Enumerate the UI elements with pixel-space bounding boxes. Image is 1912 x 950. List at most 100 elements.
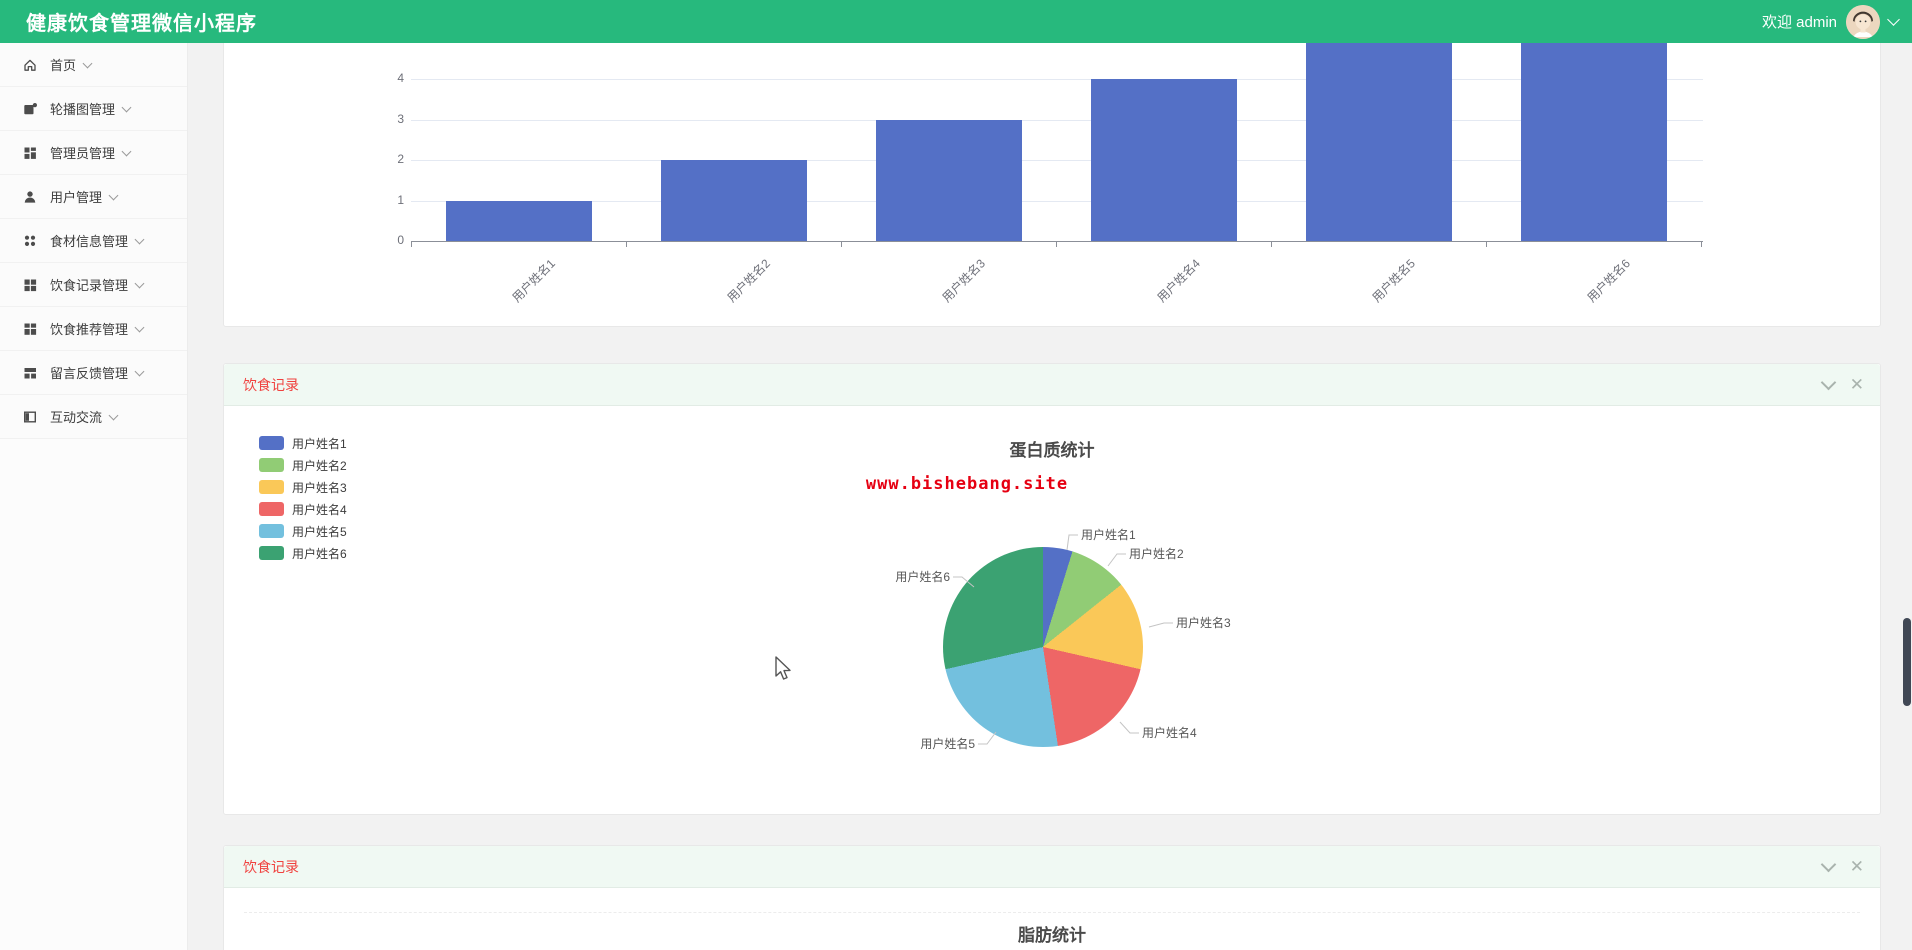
home-icon [22, 57, 38, 73]
legend-label: 用户姓名6 [292, 546, 347, 561]
bar-用户姓名3 [875, 119, 1022, 241]
legend-label: 用户姓名1 [292, 436, 347, 451]
x-axis-category-label: 用户姓名2 [724, 256, 773, 305]
legend-item[interactable]: 用户姓名5 [259, 520, 347, 542]
legend-swatch [259, 524, 284, 538]
chevron-down-icon [108, 410, 119, 420]
collapse-chevron-icon[interactable] [1820, 856, 1837, 872]
avatar[interactable] [1846, 4, 1880, 39]
sidebar-item-food-dots[interactable]: 食材信息管理 [0, 219, 187, 263]
sidebar-item-user[interactable]: 用户管理 [0, 175, 187, 219]
carousel-image-icon [22, 101, 38, 117]
x-axis-tick [1056, 242, 1057, 247]
fat-chart-title: 脂肪统计 [1018, 926, 1086, 945]
y-axis-tick-label: 3 [397, 111, 404, 126]
legend-item[interactable]: 用户姓名6 [259, 542, 347, 564]
x-axis-category-label: 用户姓名4 [1154, 256, 1203, 305]
legend-item[interactable]: 用户姓名4 [259, 498, 347, 520]
sidebar-item-label: 首页 [50, 58, 77, 73]
user-menu-chevron-icon[interactable] [1887, 13, 1900, 26]
fat-panel: 饮食记录 ✕ 脂肪统计 [223, 845, 1881, 950]
user-icon [22, 189, 38, 205]
legend-label: 用户姓名5 [292, 524, 347, 539]
sidebar-item-diet-recommend-grid[interactable]: 饮食推荐管理 [0, 307, 187, 351]
scrollbar-thumb[interactable] [1903, 618, 1911, 706]
sidebar-menu: 首页轮播图管理管理员管理用户管理食材信息管理 饮食记录管理 饮食推荐管理留言反馈管理… [0, 43, 188, 950]
pie-slice-label: 用户姓名6 [895, 570, 950, 584]
sidebar-item-label: 饮食推荐管理 [50, 322, 129, 337]
divider [244, 912, 1860, 913]
pie-chart-title: 蛋白质统计 [1009, 441, 1095, 460]
panel-title: 饮食记录 [243, 858, 299, 875]
x-axis-line [411, 241, 1703, 242]
pie [943, 547, 1143, 747]
sidebar-item-interaction-panel[interactable]: 互动交流 [0, 395, 187, 439]
sidebar-item-feedback-layout[interactable]: 留言反馈管理 [0, 351, 187, 395]
welcome-text: 欢迎 admin [1761, 14, 1837, 31]
collapse-chevron-icon[interactable] [1820, 374, 1837, 390]
x-axis-tick [1486, 242, 1487, 247]
close-icon[interactable]: ✕ [1849, 375, 1864, 394]
pie-slice-label: 用户姓名3 [1176, 616, 1231, 630]
bar-用户姓名1 [445, 200, 592, 241]
x-axis-category-label: 用户姓名1 [509, 256, 558, 305]
bar-用户姓名2 [660, 160, 807, 241]
chevron-down-icon [121, 146, 132, 156]
sidebar-item-label: 管理员管理 [50, 146, 116, 161]
sidebar-item-label: 轮播图管理 [50, 102, 116, 117]
legend-item[interactable]: 用户姓名1 [259, 432, 347, 454]
x-axis-tick [1701, 242, 1702, 247]
sidebar-item-label: 食材信息管理 [50, 234, 129, 249]
close-icon[interactable]: ✕ [1849, 857, 1864, 876]
app-header: 健康饮食管理微信小程序 欢迎 admin [0, 0, 1912, 43]
diet-record-grid-icon [22, 277, 38, 293]
pie-slice-label: 用户姓名5 [920, 737, 975, 751]
bar-用户姓名4 [1090, 79, 1237, 241]
app-title: 健康饮食管理微信小程序 [26, 13, 257, 35]
interaction-panel-icon [22, 409, 38, 425]
gridline [411, 79, 1703, 80]
chevron-down-icon [82, 58, 93, 68]
sidebar-item-diet-record-grid[interactable]: 饮食记录管理 [0, 263, 187, 307]
feedback-layout-icon [22, 365, 38, 381]
food-dots-icon [22, 233, 38, 249]
watermark-link: www.bishebang.site [865, 474, 1069, 494]
legend-swatch [259, 458, 284, 472]
pie-slice-label: 用户姓名4 [1142, 726, 1197, 740]
y-axis-tick-label: 4 [397, 71, 404, 85]
sidebar-item-home[interactable]: 首页 [0, 43, 187, 87]
legend-label: 用户姓名4 [292, 502, 347, 517]
chevron-down-icon [134, 278, 145, 288]
calorie-bar-panel: 0 1 2 3 4 用户姓名1 用户姓名2 用户姓名3 用户姓名4 用户姓名5 用户姓名6 [223, 0, 1881, 327]
y-axis-tick-label: 1 [397, 192, 404, 207]
legend-item[interactable]: 用户姓名2 [259, 454, 347, 476]
protein-panel: 饮食记录 ✕ 用户姓名1 用户姓名2 用户姓名3 用户姓名4 用户姓名5 用户姓名6 蛋白… [223, 363, 1881, 815]
x-axis-tick [1271, 242, 1272, 247]
admin-grid-icon [22, 145, 38, 161]
pie-slice-label: 用户姓名2 [1129, 547, 1184, 561]
diet-recommend-grid-icon [22, 321, 38, 337]
y-axis-tick-label: 2 [397, 152, 404, 166]
chevron-down-icon [134, 234, 145, 244]
legend-label: 用户姓名2 [292, 458, 347, 473]
legend-label: 用户姓名3 [292, 480, 347, 495]
pie-legend: 用户姓名1 用户姓名2 用户姓名3 用户姓名4 用户姓名5 用户姓名6 [259, 432, 347, 564]
y-axis-tick-label: 0 [397, 233, 404, 247]
x-axis-category-label: 用户姓名5 [1369, 256, 1418, 305]
chevron-down-icon [134, 322, 145, 332]
sidebar-item-label: 饮食记录管理 [50, 278, 129, 293]
legend-swatch [259, 502, 284, 516]
bar-chart: 0 1 2 3 4 用户姓名1 用户姓名2 用户姓名3 用户姓名4 用户姓名5 用户姓名6 [224, 0, 1880, 326]
sidebar-item-admin-grid[interactable]: 管理员管理 [0, 131, 187, 175]
x-axis-category-label: 用户姓名3 [939, 256, 988, 305]
sidebar-item-carousel-image[interactable]: 轮播图管理 [0, 87, 187, 131]
legend-swatch [259, 480, 284, 494]
chevron-down-icon [134, 366, 145, 376]
x-axis-tick [841, 242, 842, 247]
gridline [411, 119, 1703, 121]
protein-panel-header: 饮食记录 ✕ [224, 364, 1880, 406]
legend-item[interactable]: 用户姓名3 [259, 476, 347, 498]
sidebar-item-label: 用户管理 [50, 190, 103, 205]
sidebar-item-label: 互动交流 [50, 410, 103, 425]
